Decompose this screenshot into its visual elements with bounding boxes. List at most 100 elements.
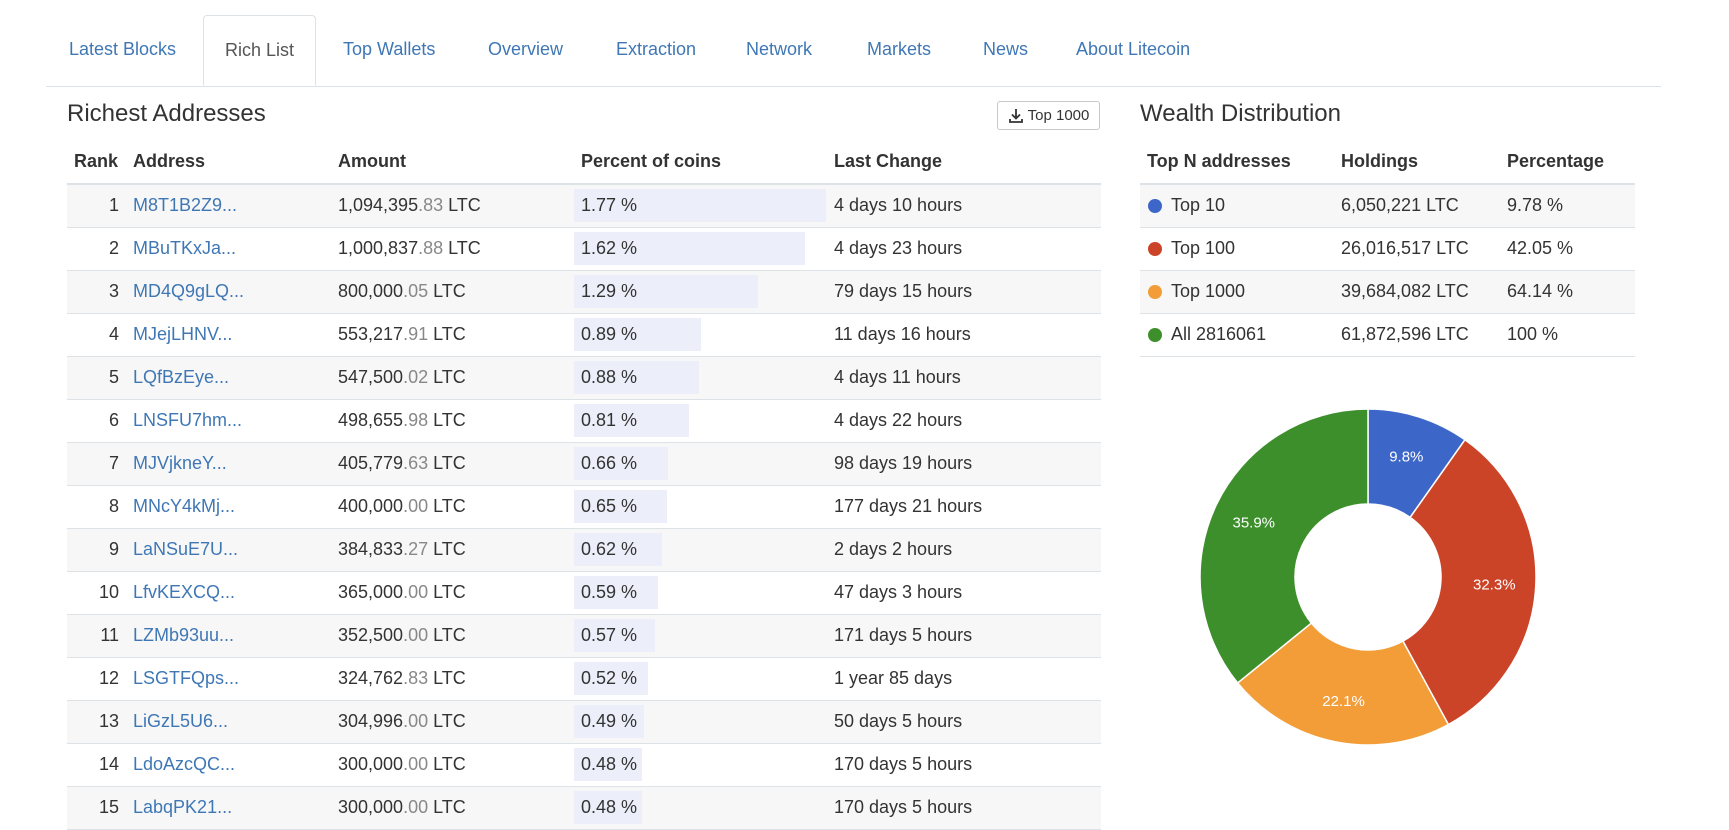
rank-cell: 14 bbox=[98, 754, 119, 774]
percent-cell: 1.62 % bbox=[581, 238, 638, 258]
legend-dot-icon bbox=[1148, 242, 1162, 256]
amount-fraction: .98 bbox=[403, 410, 429, 430]
address-link[interactable]: MJVjkneY... bbox=[133, 453, 227, 473]
percent-bar bbox=[574, 576, 658, 609]
amount-cell: 352,500.00 LTC bbox=[338, 625, 466, 646]
tab-top-wallets[interactable]: Top Wallets bbox=[343, 39, 436, 59]
address-link[interactable]: MNcY4kMj... bbox=[133, 496, 236, 516]
amount-integer: 384,833 bbox=[338, 539, 404, 559]
amount-fraction: .83 bbox=[403, 668, 429, 688]
last-change-cell: 1 year 85 days bbox=[834, 668, 953, 688]
amount-unit: LTC bbox=[428, 668, 466, 688]
address-link[interactable]: LdoAzcQC... bbox=[133, 754, 236, 774]
amount-unit: LTC bbox=[428, 367, 466, 387]
tab-extraction[interactable]: Extraction bbox=[616, 39, 697, 59]
tab-overview[interactable]: Overview bbox=[488, 39, 564, 59]
amount-cell: 553,217.91 LTC bbox=[338, 324, 466, 345]
header-top-n: Top N addresses bbox=[1147, 151, 1291, 171]
amount-integer: 352,500 bbox=[338, 625, 404, 645]
last-change-cell: 4 days 10 hours bbox=[834, 195, 963, 215]
table-row: 8 MNcY4kMj... 400,000.00 LTC 0.65 % 177 days… bbox=[67, 486, 1101, 529]
amount-integer: 547,500 bbox=[338, 367, 404, 387]
table-row: 2 MBuTKxJa... 1,000,837.88 LTC 1.62 % 4 days… bbox=[67, 228, 1101, 271]
percent-cell: 0.59 % bbox=[581, 582, 638, 602]
amount-fraction: .27 bbox=[403, 539, 429, 559]
rank-cell: 12 bbox=[98, 668, 119, 688]
percent-bar bbox=[574, 447, 668, 480]
download-top-1000-button[interactable]: Top 1000 bbox=[997, 101, 1100, 130]
rank-cell: 6 bbox=[108, 410, 119, 430]
address-link[interactable]: LabqPK21... bbox=[133, 797, 233, 817]
tab-latest-blocks[interactable]: Latest Blocks bbox=[69, 39, 177, 59]
last-change-cell: 2 days 2 hours bbox=[834, 539, 953, 559]
table-row: 15 LabqPK21... 300,000.00 LTC 0.48 % 170 day… bbox=[67, 787, 1101, 830]
address-link[interactable]: LNSFU7hm... bbox=[133, 410, 243, 430]
percent-cell: 0.62 % bbox=[581, 539, 638, 559]
address-link[interactable]: LSGTFQps... bbox=[133, 668, 240, 688]
percent-bar bbox=[574, 404, 689, 437]
percent-cell: 0.81 % bbox=[581, 410, 638, 430]
percent-cell: 0.48 % bbox=[581, 797, 638, 817]
address-link[interactable]: MJejLHNV... bbox=[133, 324, 233, 344]
percent-bar bbox=[574, 318, 701, 351]
tab-news[interactable]: News bbox=[983, 39, 1029, 59]
percent-cell: 0.57 % bbox=[581, 625, 638, 645]
tab-network[interactable]: Network bbox=[746, 39, 813, 59]
amount-cell: 1,000,837.88 LTC bbox=[338, 238, 481, 259]
amount-unit: LTC bbox=[428, 281, 466, 301]
percent-bar bbox=[574, 791, 642, 824]
address-link[interactable]: M8T1B2Z9... bbox=[133, 195, 238, 215]
amount-fraction: .05 bbox=[403, 281, 429, 301]
table-row: 10 LfvKEXCQ... 365,000.00 LTC 0.59 % 47 days… bbox=[67, 572, 1101, 615]
wealth-distribution-title: Wealth Distribution bbox=[1140, 100, 1341, 127]
table-row: 9 LaNSuE7U... 384,833.27 LTC 0.62 % 2 days 2… bbox=[67, 529, 1101, 572]
wealth-holdings: 6,050,221 LTC bbox=[1341, 195, 1459, 215]
rank-cell: 2 bbox=[108, 238, 119, 258]
rank-cell: 3 bbox=[108, 281, 119, 301]
percent-cell: 0.52 % bbox=[581, 668, 638, 688]
last-change-cell: 4 days 23 hours bbox=[834, 238, 963, 258]
address-link[interactable]: LiGzL5U6... bbox=[133, 711, 229, 731]
address-link[interactable]: MBuTKxJa... bbox=[133, 238, 237, 258]
address-link[interactable]: LfvKEXCQ... bbox=[133, 582, 236, 602]
percent-bar bbox=[574, 748, 642, 781]
tab-markets[interactable]: Markets bbox=[867, 39, 932, 59]
rank-cell: 8 bbox=[108, 496, 119, 516]
header-percent: Percent of coins bbox=[581, 151, 722, 171]
address-link[interactable]: LZMb93uu... bbox=[133, 625, 235, 645]
table-row: 3 MD4Q9gLQ... 800,000.05 LTC 1.29 % 79 days … bbox=[67, 271, 1101, 314]
tab-about-litecoin[interactable]: About Litecoin bbox=[1076, 39, 1191, 59]
amount-unit: LTC bbox=[428, 410, 466, 430]
rank-cell: 15 bbox=[98, 797, 119, 817]
last-change-cell: 170 days 5 hours bbox=[834, 797, 973, 817]
wealth-holdings: 39,684,082 LTC bbox=[1341, 281, 1469, 301]
amount-unit: LTC bbox=[428, 797, 466, 817]
percent-bar bbox=[574, 619, 655, 652]
tab-rich-list[interactable]: Rich List bbox=[203, 15, 316, 86]
wealth-percentage: 64.14 % bbox=[1507, 281, 1574, 301]
table-row: 5 LQfBzEye... 547,500.02 LTC 0.88 % 4 days 1… bbox=[67, 357, 1101, 400]
amount-unit: LTC bbox=[443, 238, 481, 258]
wealth-percentage: 100 % bbox=[1507, 324, 1559, 344]
address-link[interactable]: LQfBzEye... bbox=[133, 367, 230, 387]
nav-tabs: Latest Blocks Rich List Top Wallets Over… bbox=[46, 15, 1661, 87]
rank-cell: 11 bbox=[100, 625, 119, 645]
legend-dot-icon bbox=[1148, 328, 1162, 342]
donut-slice-label: 22.1% bbox=[1322, 693, 1365, 710]
amount-cell: 300,000.00 LTC bbox=[338, 754, 466, 775]
table-row: 14 LdoAzcQC... 300,000.00 LTC 0.48 % 170 day… bbox=[67, 744, 1101, 787]
amount-unit: LTC bbox=[428, 711, 466, 731]
address-link[interactable]: MD4Q9gLQ... bbox=[133, 281, 245, 301]
legend-dot-icon bbox=[1148, 199, 1162, 213]
percent-cell: 0.48 % bbox=[581, 754, 638, 774]
amount-cell: 400,000.00 LTC bbox=[338, 496, 466, 517]
wealth-row: Top 10 6,050,221 LTC 9.78 % bbox=[1140, 185, 1635, 228]
rank-cell: 9 bbox=[108, 539, 119, 559]
legend-dot-icon bbox=[1148, 285, 1162, 299]
percent-bar bbox=[574, 662, 648, 695]
amount-fraction: .91 bbox=[403, 324, 429, 344]
amount-integer: 304,996 bbox=[338, 711, 404, 731]
address-link[interactable]: LaNSuE7U... bbox=[133, 539, 239, 559]
amount-fraction: .00 bbox=[403, 496, 429, 516]
percent-bar bbox=[574, 705, 644, 738]
